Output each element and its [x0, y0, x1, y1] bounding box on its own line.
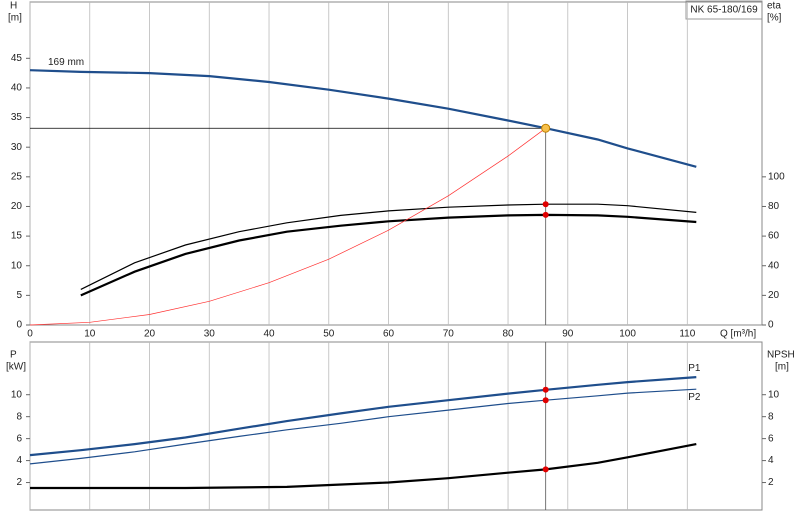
duty-point [542, 211, 549, 218]
duty-point [542, 397, 549, 404]
curve [30, 443, 697, 490]
y2-tick-label: 80 [768, 201, 780, 212]
y2-axis-label: eta [767, 1, 781, 12]
y2-tick-label: 60 [768, 231, 780, 242]
curve [80, 203, 697, 290]
y2-tick-label: 2 [768, 477, 774, 488]
x-tick-label: 90 [562, 329, 574, 340]
series-label: P2 [688, 392, 701, 403]
y-axis-unit: [m] [8, 13, 22, 24]
plot-frame [29, 1, 763, 326]
y-tick-label: 40 [11, 83, 23, 94]
duty-point [542, 466, 549, 473]
x-tick-label: 10 [84, 329, 96, 340]
series-label: 169 mm [48, 57, 84, 68]
y2-tick-label: 8 [768, 411, 774, 422]
x-tick-label: 20 [144, 329, 156, 340]
y-tick-label: 10 [11, 260, 23, 271]
y-axis-label: P [10, 350, 17, 361]
y-axis-unit: [kW] [6, 362, 26, 373]
y2-axis-label: NPSH [767, 350, 795, 361]
y-tick-label: 30 [11, 142, 23, 153]
y-tick-label: 2 [16, 477, 22, 488]
duty-point [542, 386, 549, 393]
duty-point [541, 123, 551, 133]
y2-axis-unit: [m] [775, 362, 789, 373]
curve [29, 69, 697, 168]
y-tick-label: 20 [11, 201, 23, 212]
x-tick-label: 50 [323, 329, 335, 340]
plot-frame [29, 341, 763, 511]
x-tick-label: 100 [619, 329, 636, 340]
chart-title: NK 65-180/169 [690, 5, 758, 16]
y-tick-label: 35 [11, 112, 23, 123]
y2-tick-label: 100 [768, 171, 785, 182]
x-tick-label: 30 [204, 329, 216, 340]
x-tick-label: 80 [502, 329, 514, 340]
y-tick-label: 15 [11, 231, 23, 242]
curve [80, 213, 697, 297]
y-tick-label: 5 [16, 290, 22, 301]
series-label: P1 [688, 363, 701, 374]
y-tick-label: 0 [16, 320, 22, 331]
x-tick-label: 110 [679, 329, 695, 340]
curve [29, 388, 697, 465]
y-tick-label: 8 [16, 411, 22, 422]
x-tick-label: 0 [27, 329, 33, 340]
y2-tick-label: 20 [768, 290, 780, 301]
y2-tick-label: 0 [768, 320, 774, 331]
curve [29, 376, 697, 457]
y-tick-label: 45 [11, 53, 23, 64]
y2-tick-label: 10 [768, 389, 780, 400]
curve [29, 127, 546, 326]
x-tick-label: 70 [443, 329, 455, 340]
x-axis-label: Q [m³/h] [720, 329, 756, 340]
y2-axis-unit: [%] [767, 13, 782, 24]
y2-tick-label: 4 [768, 455, 774, 466]
y-tick-label: 25 [11, 171, 23, 182]
duty-point [542, 201, 549, 208]
y-tick-label: 4 [16, 455, 22, 466]
y-tick-label: 6 [16, 433, 22, 444]
y2-tick-label: 40 [768, 260, 780, 271]
y-tick-label: 10 [11, 389, 23, 400]
y-axis-label: H [10, 1, 17, 12]
y2-tick-label: 6 [768, 433, 774, 444]
x-tick-label: 60 [383, 329, 395, 340]
x-tick-label: 40 [263, 329, 275, 340]
